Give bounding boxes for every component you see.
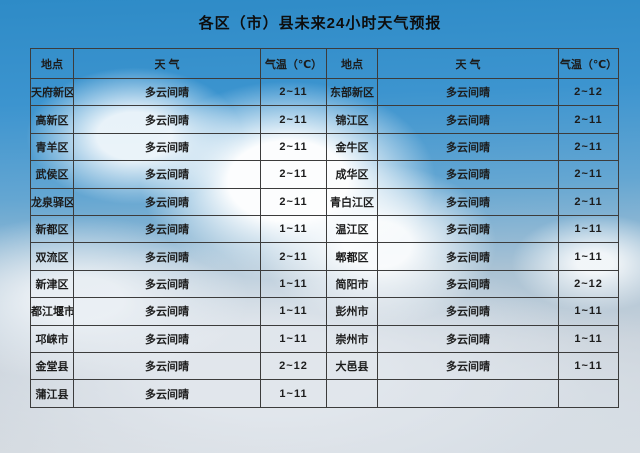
table-row: 高新区 多云间晴 2~11 锦江区 多云间晴 2~11 bbox=[30, 105, 619, 134]
location-cell: 青白江区 bbox=[326, 187, 378, 217]
temp-cell bbox=[558, 379, 619, 408]
temp-cell: 2~11 bbox=[558, 160, 619, 189]
location-cell: 都江堰市 bbox=[30, 297, 74, 326]
temp-cell: 1~11 bbox=[260, 215, 327, 244]
temp-cell: 2~11 bbox=[558, 132, 619, 162]
location-cell bbox=[326, 379, 378, 408]
page-title: 各区（市）县未来24小时天气预报 bbox=[198, 15, 442, 32]
location-cell: 温江区 bbox=[326, 215, 378, 244]
weather-cell: 多云间晴 bbox=[73, 269, 261, 299]
temp-cell: 1~11 bbox=[558, 297, 619, 326]
weather-cell: 多云间晴 bbox=[73, 160, 261, 189]
table-row: 天府新区 多云间晴 2~11 东部新区 多云间晴 2~12 bbox=[30, 77, 619, 107]
weather-cell: 多云间晴 bbox=[73, 77, 261, 107]
table-row: 金堂县 多云间晴 2~12 大邑县 多云间晴 1~11 bbox=[30, 352, 619, 381]
temp-cell: 2~11 bbox=[260, 132, 327, 162]
table-row: 新都区 多云间晴 1~11 温江区 多云间晴 1~11 bbox=[30, 215, 619, 244]
weather-cell: 多云间晴 bbox=[73, 215, 261, 244]
temp-cell: 2~11 bbox=[558, 105, 619, 134]
col-header-weather-right: 天 气 bbox=[377, 48, 559, 79]
location-cell: 邛崃市 bbox=[30, 324, 74, 354]
table-row: 邛崃市 多云间晴 1~11 崇州市 多云间晴 1~11 bbox=[30, 324, 619, 354]
weather-cell: 多云间晴 bbox=[377, 77, 559, 107]
location-cell: 郫都区 bbox=[326, 242, 378, 271]
location-cell: 蒲江县 bbox=[30, 379, 74, 408]
weather-cell: 多云间晴 bbox=[377, 269, 559, 299]
col-header-temp-right: 气温（℃） bbox=[558, 48, 619, 79]
location-cell: 东部新区 bbox=[326, 77, 378, 107]
location-cell: 金堂县 bbox=[30, 352, 74, 381]
weather-cell: 多云间晴 bbox=[73, 379, 261, 408]
temp-cell: 1~11 bbox=[558, 352, 619, 381]
table-row: 龙泉驿区 多云间晴 2~11 青白江区 多云间晴 2~11 bbox=[30, 187, 619, 217]
col-header-location-left: 地点 bbox=[30, 48, 74, 79]
temp-cell: 2~11 bbox=[260, 105, 327, 134]
location-cell: 锦江区 bbox=[326, 105, 378, 134]
weather-cell: 多云间晴 bbox=[73, 242, 261, 271]
weather-cell: 多云间晴 bbox=[377, 352, 559, 381]
temp-cell: 1~11 bbox=[260, 297, 327, 326]
temp-cell: 2~11 bbox=[260, 242, 327, 271]
location-cell: 成华区 bbox=[326, 160, 378, 189]
location-cell: 彭州市 bbox=[326, 297, 378, 326]
temp-cell: 2~12 bbox=[558, 269, 619, 299]
weather-cell: 多云间晴 bbox=[73, 187, 261, 217]
location-cell: 大邑县 bbox=[326, 352, 378, 381]
weather-cell: 多云间晴 bbox=[377, 242, 559, 271]
location-cell: 新津区 bbox=[30, 269, 74, 299]
temp-cell: 2~11 bbox=[558, 187, 619, 217]
col-header-location-right: 地点 bbox=[326, 48, 378, 79]
weather-cell: 多云间晴 bbox=[377, 297, 559, 326]
weather-cell: 多云间晴 bbox=[377, 187, 559, 217]
weather-cell: 多云间晴 bbox=[73, 132, 261, 162]
location-cell: 武侯区 bbox=[30, 160, 74, 189]
temp-cell: 1~11 bbox=[260, 379, 327, 408]
table-row: 武侯区 多云间晴 2~11 成华区 多云间晴 2~11 bbox=[30, 160, 619, 189]
table-row: 青羊区 多云间晴 2~11 金牛区 多云间晴 2~11 bbox=[30, 132, 619, 162]
weather-cell: 多云间晴 bbox=[377, 105, 559, 134]
location-cell: 龙泉驿区 bbox=[30, 187, 74, 217]
location-cell: 双流区 bbox=[30, 242, 74, 271]
temp-cell: 1~11 bbox=[558, 215, 619, 244]
location-cell: 崇州市 bbox=[326, 324, 378, 354]
weather-cell: 多云间晴 bbox=[377, 132, 559, 162]
location-cell: 金牛区 bbox=[326, 132, 378, 162]
temp-cell: 2~11 bbox=[260, 160, 327, 189]
forecast-table: 地点 天 气 气温（℃） 地点 天 气 气温（℃） 天府新区 多云间晴 2~11… bbox=[30, 48, 619, 408]
location-cell: 天府新区 bbox=[30, 77, 74, 107]
location-cell: 新都区 bbox=[30, 215, 74, 244]
weather-cell: 多云间晴 bbox=[377, 324, 559, 354]
table-row: 双流区 多云间晴 2~11 郫都区 多云间晴 1~11 bbox=[30, 242, 619, 271]
location-cell: 青羊区 bbox=[30, 132, 74, 162]
temp-cell: 1~11 bbox=[260, 324, 327, 354]
weather-cell: 多云间晴 bbox=[73, 105, 261, 134]
weather-cell bbox=[377, 379, 559, 408]
location-cell: 简阳市 bbox=[326, 269, 378, 299]
weather-cell: 多云间晴 bbox=[73, 324, 261, 354]
temp-cell: 2~11 bbox=[260, 187, 327, 217]
temp-cell: 1~11 bbox=[558, 242, 619, 271]
temp-cell: 2~11 bbox=[260, 77, 327, 107]
location-cell: 高新区 bbox=[30, 105, 74, 134]
weather-cell: 多云间晴 bbox=[73, 352, 261, 381]
table-row: 都江堰市 多云间晴 1~11 彭州市 多云间晴 1~11 bbox=[30, 297, 619, 326]
table-row: 蒲江县 多云间晴 1~11 bbox=[30, 379, 619, 408]
weather-cell: 多云间晴 bbox=[377, 215, 559, 244]
temp-cell: 1~11 bbox=[558, 324, 619, 354]
col-header-temp-left: 气温（℃） bbox=[260, 48, 327, 79]
temp-cell: 1~11 bbox=[260, 269, 327, 299]
table-header-row: 地点 天 气 气温（℃） 地点 天 气 气温（℃） bbox=[30, 48, 619, 79]
weather-cell: 多云间晴 bbox=[377, 160, 559, 189]
col-header-weather-left: 天 气 bbox=[73, 48, 261, 79]
temp-cell: 2~12 bbox=[558, 77, 619, 107]
weather-cell: 多云间晴 bbox=[73, 297, 261, 326]
table-row: 新津区 多云间晴 1~11 简阳市 多云间晴 2~12 bbox=[30, 269, 619, 299]
temp-cell: 2~12 bbox=[260, 352, 327, 381]
